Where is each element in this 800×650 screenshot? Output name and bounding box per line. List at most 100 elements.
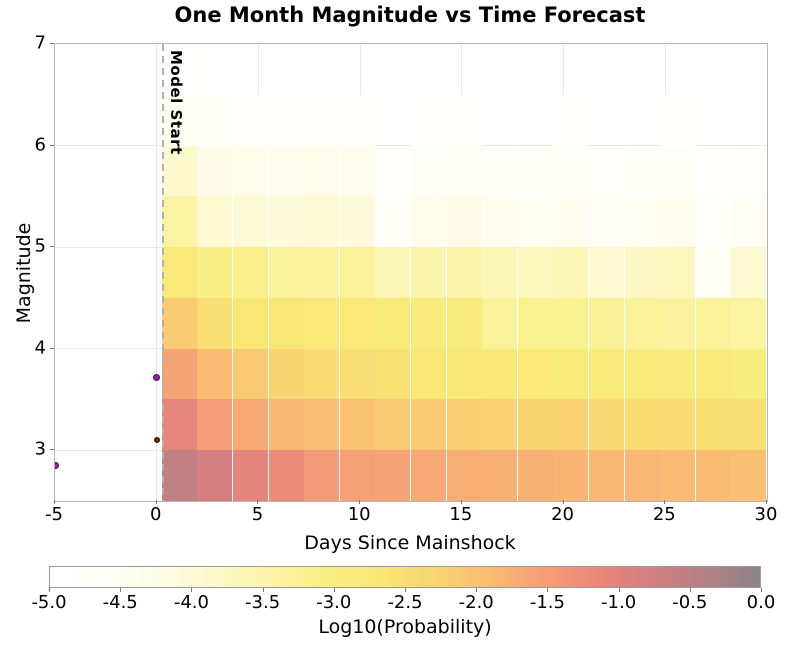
heatmap-cell [482,247,518,298]
colorbar-tick-label: -3.5 [245,592,281,613]
heatmap-cell [161,94,197,146]
colorbar-tick-mark [689,588,691,592]
heatmap-cell [304,399,340,451]
heatmap-cell [731,145,767,197]
heatmap-cell [482,450,518,501]
heatmap-cell [553,297,589,349]
heatmap-cell [233,399,268,451]
colorbar-tick-mark [618,588,620,592]
heatmap-cell [233,196,268,248]
heatmap-cell [446,196,482,248]
heatmap-cell [411,450,446,501]
y-tick-label: 4 [34,337,46,359]
model-start-line [161,44,164,501]
plot-area: Model Start [54,43,768,502]
heatmap-cell [695,348,731,400]
heatmap-cell [624,145,660,197]
heatmap-cell [411,196,446,248]
heatmap-cell [660,247,696,298]
heatmap-cell [731,399,767,451]
heatmap-cell [695,145,731,197]
heatmap-cell [268,196,304,248]
x-tick-mark [766,500,767,504]
heatmap-cell [660,145,696,197]
heatmap-cell [161,196,197,248]
colorbar-tick-mark [476,588,478,592]
heatmap-cell [339,399,375,451]
heatmap-cell [161,399,197,451]
heatmap-cell [161,450,197,501]
event-dot [153,437,160,444]
heatmap-cell [268,247,304,298]
heatmap-cell [446,94,482,146]
heatmap-cell [197,348,233,400]
y-tick-mark [50,43,54,44]
heatmap-cell [482,399,518,451]
heatmap-cell [197,399,233,451]
heatmap-cell [446,297,482,349]
chart-title: One Month Magnitude vs Time Forecast [174,3,646,27]
heatmap-cell [411,145,446,197]
heatmap-cell [233,145,268,197]
heatmap-cell [375,450,411,501]
heatmap-cell [304,297,340,349]
heatmap-cell [411,399,446,451]
heatmap-cell [589,348,624,400]
model-start-label: Model Start [167,50,185,155]
y-tick-label: 3 [34,438,46,460]
heatmap-cell [589,196,624,248]
colorbar-tick-label: -3.0 [316,592,352,613]
y-tick-mark [50,449,54,451]
y-tick-label: 7 [34,32,46,54]
heatmap-cell [695,450,731,501]
heatmap-cell [660,450,696,501]
heatmap-cell [304,450,340,501]
colorbar-tick-label: -2.5 [387,592,423,613]
heatmap-cell [731,196,767,248]
x-tick-mark [155,500,157,504]
heatmap-cell [660,94,696,146]
y-tick-label: 5 [34,235,46,257]
heatmap-cell [197,247,233,298]
heatmap-cell [233,247,268,298]
event-dot [55,461,59,469]
gridline-x [156,44,158,501]
heatmap-cell [624,247,660,298]
heatmap-cell [304,94,340,146]
heatmap-cell [197,94,233,146]
heatmap-cell [482,196,518,248]
y-tick-mark [50,144,54,146]
heatmap-cell [482,145,518,197]
colorbar-tick-mark [191,588,193,592]
x-tick-mark [664,500,666,504]
heatmap-cell [695,297,731,349]
colorbar-tick-mark [262,588,264,592]
colorbar-tick-mark [49,588,50,592]
heatmap-cell [375,348,411,400]
heatmap-cell [517,450,553,501]
heatmap-cell [589,450,624,501]
heatmap-cell [517,196,553,248]
colorbar-tick-label: -1.0 [601,592,637,613]
heatmap-cell [161,247,197,298]
heatmap-cell [695,196,731,248]
x-tick-label: 15 [449,504,473,525]
heatmap-cell [304,145,340,197]
heatmap-cell [339,450,375,501]
heatmap-cell [517,399,553,451]
heatmap-cell [517,247,553,298]
heatmap-cell [268,94,304,146]
heatmap-cell [589,145,624,197]
x-tick-label: 25 [652,504,676,525]
heatmap-cell [161,145,197,197]
heatmap-cell [233,348,268,400]
heatmap-cell [411,348,446,400]
heatmap-cell [375,196,411,248]
heatmap-cell [660,348,696,400]
heatmap-cell [660,196,696,248]
colorbar-tick-mark [405,588,406,592]
heatmap-cell [375,247,411,298]
heatmap-cell [624,297,660,349]
heatmap-cell [339,247,375,298]
